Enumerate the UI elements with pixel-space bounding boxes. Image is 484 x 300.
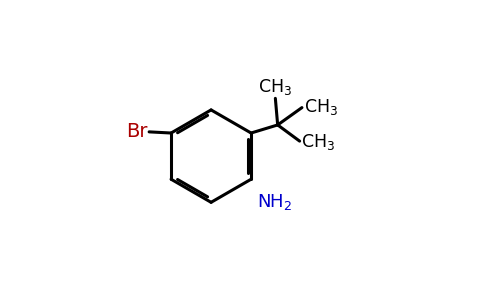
Text: Br: Br <box>126 122 148 141</box>
Text: CH$_3$: CH$_3$ <box>302 132 335 152</box>
Text: NH$_2$: NH$_2$ <box>257 192 292 212</box>
Text: CH$_3$: CH$_3$ <box>304 97 338 117</box>
Text: CH$_3$: CH$_3$ <box>258 76 292 97</box>
